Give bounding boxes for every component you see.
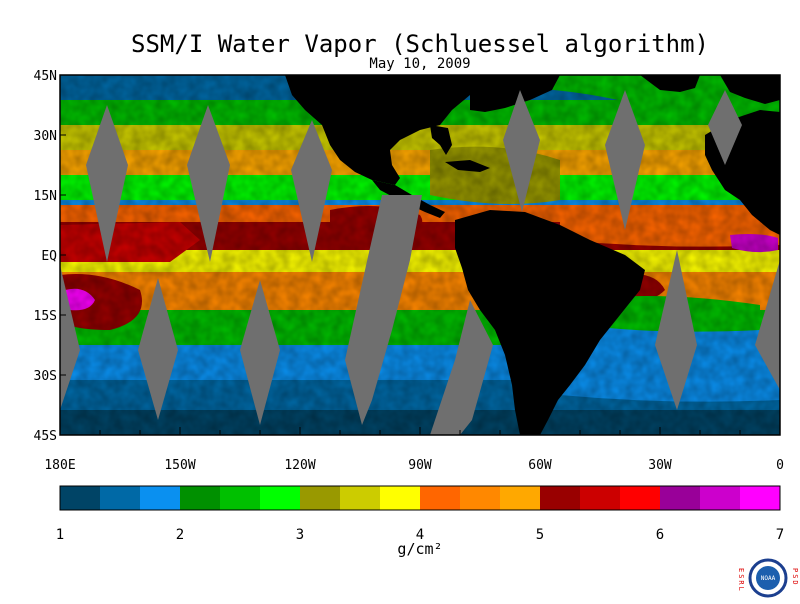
swath-gap — [605, 90, 645, 230]
colorbar-swatch — [740, 486, 781, 510]
colorbar-swatch — [220, 486, 261, 510]
swath-gap — [187, 105, 230, 262]
europe — [720, 75, 780, 104]
colorbar-tick-label: 3 — [296, 527, 304, 543]
colorbar-ticks: 1 2 3 4 5 6 7 — [56, 527, 784, 543]
colorbar-tick-label: 7 — [776, 527, 784, 543]
logo-badge-text: NOAA — [761, 575, 776, 582]
swath-gap — [60, 265, 80, 410]
colorbar-swatch — [660, 486, 701, 510]
colorbar-tick-label: 2 — [176, 527, 184, 543]
lat-label: 45S — [34, 429, 57, 444]
colorbar-swatch — [180, 486, 221, 510]
missing-data-swaths — [60, 90, 780, 435]
lon-label: 180E — [44, 458, 75, 473]
north-america — [285, 75, 470, 185]
swath-gap — [240, 280, 280, 425]
colorbar-swatch — [300, 486, 341, 510]
logo-right-text: PSD — [791, 568, 799, 587]
longitude-axis: 180E 150W 120W 90W 60W 30W 0 — [44, 427, 784, 473]
colorbar-swatch — [500, 486, 541, 510]
lat-label: 15N — [34, 189, 57, 204]
swath-gap — [86, 105, 128, 262]
colorbar-frame — [59, 485, 781, 511]
colorbar-tick-label: 5 — [536, 527, 544, 543]
swath-gap — [503, 90, 540, 212]
canada-east — [470, 75, 560, 112]
colorbar-swatch — [580, 486, 621, 510]
map-area — [60, 75, 780, 435]
colorbar-swatch — [260, 486, 301, 510]
lat-label: 30S — [34, 369, 57, 384]
map-date: May 10, 2009 — [369, 56, 470, 72]
colorbar-swatch — [700, 486, 741, 510]
colorbar-swatch — [380, 486, 421, 510]
colorbar-swatch — [420, 486, 461, 510]
noaa-logo: ESRL NOAA PSD — [737, 558, 799, 598]
lon-label: 150W — [164, 458, 195, 473]
logo-inner — [756, 566, 780, 590]
swath-gap — [345, 195, 422, 425]
colorbar-unit: g/cm² — [397, 540, 442, 558]
map-title: SSM/I Water Vapor (Schluessel algorithm) — [131, 30, 709, 58]
logo-left-text: ESRL — [737, 568, 745, 593]
latitude-axis: 45N 30N 15N EQ 15S 30S 45S — [34, 69, 66, 444]
swath-gap — [755, 260, 780, 390]
lon-label: 60W — [528, 458, 552, 473]
colorbar-tick-label: 6 — [656, 527, 664, 543]
colorbar-tick-label: 1 — [56, 527, 64, 543]
texture-overlay — [60, 75, 780, 435]
colorbar-swatch — [620, 486, 661, 510]
lon-label: 30W — [648, 458, 672, 473]
cuba — [445, 160, 490, 172]
colorbar-swatch — [540, 486, 581, 510]
colorbar-swatch — [460, 486, 501, 510]
colorbar-swatch — [340, 486, 381, 510]
south-america — [455, 210, 645, 435]
colorbar-swatch — [100, 486, 141, 510]
lon-label: 120W — [284, 458, 315, 473]
colorbar-swatch — [60, 486, 101, 510]
swath-gap — [430, 300, 493, 435]
colorbar-swatch — [140, 486, 181, 510]
colorbar — [60, 486, 781, 510]
lon-label: 90W — [408, 458, 432, 473]
swath-gap — [708, 90, 742, 165]
swath-gap — [291, 120, 332, 262]
swath-gap — [138, 278, 178, 420]
lat-label: EQ — [41, 249, 57, 264]
swath-gap — [655, 250, 697, 410]
colorbar-tick-label: 4 — [416, 527, 424, 543]
greenland — [640, 75, 700, 92]
lon-label: 0 — [776, 458, 784, 473]
lat-label: 45N — [34, 69, 57, 84]
lat-label: 30N — [34, 129, 57, 144]
florida-gulf — [430, 125, 452, 155]
lat-label: 15S — [34, 309, 57, 324]
